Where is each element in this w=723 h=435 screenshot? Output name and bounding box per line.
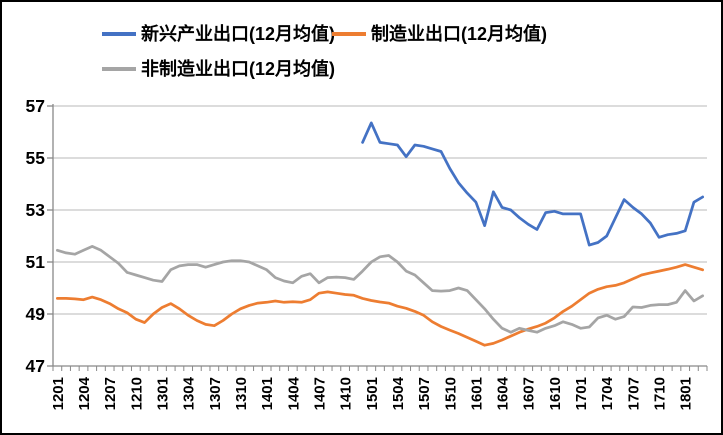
y-tick-label: 49	[26, 304, 46, 324]
x-tick-label: 1707	[625, 377, 642, 410]
x-tick-label: 1307	[207, 377, 224, 410]
x-tick-label: 1407	[311, 377, 328, 410]
x-tick-label: 1607	[521, 377, 538, 410]
x-tick-label: 1404	[285, 376, 302, 410]
y-tick-label: 55	[26, 148, 46, 168]
axes	[52, 104, 707, 367]
gridlines	[53, 105, 707, 315]
x-tick-label: 1801	[678, 377, 695, 410]
y-tick-label: 47	[26, 356, 45, 376]
x-tick-label: 1710	[652, 377, 669, 410]
x-axis-labels: 1201 1204 1207 1210 1301 1304 1307 1310 1401 1404…	[50, 376, 695, 410]
x-tick-label: 1501	[364, 377, 381, 410]
x-tick-label: 1610	[547, 377, 564, 410]
x-tick-label: 1507	[416, 377, 433, 410]
series-line-manufacturing-exports	[55, 263, 705, 347]
legend-line-swatch-manufacturing-exports	[332, 32, 366, 36]
series-line-non-manufacturing-exports	[55, 245, 705, 334]
x-tick-label: 1704	[599, 376, 616, 410]
legend-item-manufacturing-exports: 制造业出口(12月均值)	[332, 23, 547, 45]
legend-label-emerging-industry-exports: 新兴产业出口(12月均值)	[141, 24, 336, 44]
x-tick-label: 1207	[102, 377, 119, 410]
x-tick-label: 1201	[50, 377, 67, 410]
legend-line-swatch-non-manufacturing-exports	[102, 67, 136, 71]
x-tick-label: 1401	[259, 377, 276, 410]
y-axis-ticks: 47 49 51 53 55 57	[26, 96, 53, 376]
series-line-emerging-industry-exports	[361, 121, 705, 247]
x-tick-label: 1410	[338, 377, 355, 410]
x-tick-label: 1504	[390, 376, 407, 410]
legend-item-non-manufacturing-exports: 非制造业出口(12月均值)	[102, 58, 335, 80]
x-tick-label: 1310	[233, 377, 250, 410]
x-tick-label: 1701	[573, 377, 590, 410]
legend-label-manufacturing-exports: 制造业出口(12月均值)	[371, 24, 548, 44]
x-tick-label: 1510	[442, 377, 459, 410]
y-tick-label: 57	[26, 96, 45, 116]
legend-line-swatch-emerging-industry-exports	[102, 32, 136, 36]
legend-item-emerging-industry-exports: 新兴产业出口(12月均值)	[102, 23, 335, 45]
x-tick-label: 1604	[495, 376, 512, 410]
x-tick-label: 1304	[181, 376, 198, 410]
x-axis-ticks	[52, 366, 708, 371]
legend-label-non-manufacturing-exports: 非制造业出口(12月均值)	[141, 59, 336, 79]
y-tick-label: 51	[26, 252, 46, 272]
x-tick-label: 1204	[76, 376, 93, 410]
x-tick-label: 1601	[468, 377, 485, 410]
x-tick-label: 1210	[128, 377, 145, 410]
y-tick-label: 53	[26, 200, 46, 220]
x-tick-label: 1301	[155, 377, 172, 410]
